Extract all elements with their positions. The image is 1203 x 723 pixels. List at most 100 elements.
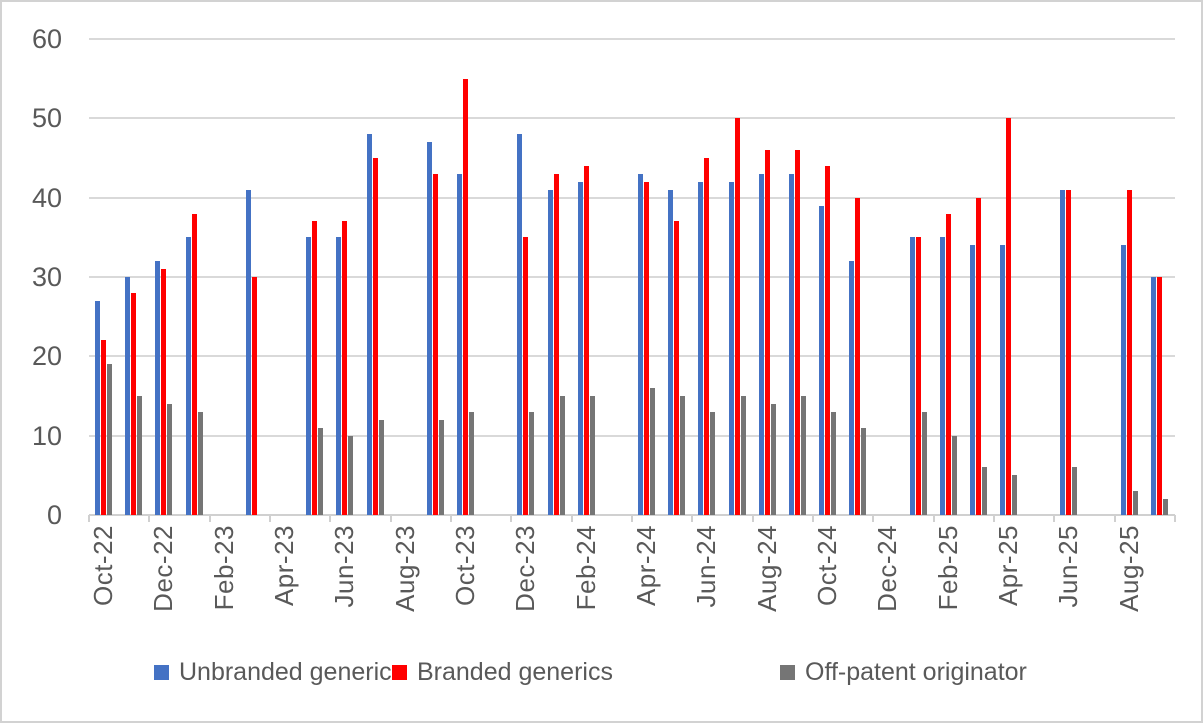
- legend-swatch-icon: [154, 664, 169, 680]
- bar-unbranded-generics-nov-22: [125, 277, 131, 515]
- x-axis-tick: [691, 515, 694, 522]
- legend-swatch-icon: [392, 664, 407, 680]
- legend-item-branded-generics: Branded generics: [392, 652, 613, 692]
- y-tick-label: 50: [31, 103, 62, 134]
- x-axis-tick: [1113, 515, 1116, 522]
- bar-off-patent-originator-mar-25: [981, 467, 987, 515]
- bar-unbranded-generics-jun-25: [1060, 189, 1066, 515]
- legend-label: Unbranded generics: [179, 657, 405, 686]
- x-tick-label: Jun-24: [691, 525, 722, 608]
- bar-branded-generics-jun-25: [1066, 189, 1072, 515]
- bar-off-patent-originator-nov-22: [137, 396, 143, 515]
- x-axis-tick: [1174, 515, 1176, 522]
- bar-off-patent-originator-oct-23: [469, 411, 475, 515]
- bar-unbranded-generics-oct-22: [95, 300, 101, 515]
- y-tick-label: 20: [31, 341, 62, 372]
- bar-branded-generics-jan-23: [191, 213, 197, 515]
- x-tick-label: Feb-25: [932, 525, 963, 611]
- bar-unbranded-generics-jul-24: [728, 181, 734, 515]
- bar-unbranded-generics-jan-23: [185, 237, 191, 515]
- bar-unbranded-generics-sep-23: [426, 142, 432, 515]
- x-axis-tick: [1053, 515, 1056, 522]
- bar-branded-generics-oct-24: [825, 165, 831, 515]
- x-tick-label: Oct-23: [450, 525, 481, 607]
- x-axis-tick: [450, 515, 452, 522]
- x-tick-label: Apr-23: [269, 525, 300, 607]
- x-axis-tick: [208, 515, 211, 522]
- bar-branded-generics-apr-25: [1006, 118, 1012, 515]
- bar-unbranded-generics-sep-24: [788, 173, 794, 515]
- x-axis-tick: [510, 515, 513, 522]
- bar-unbranded-generics-aug-25: [1120, 245, 1126, 515]
- x-axis-tick: [389, 515, 392, 522]
- bar-off-patent-originator-oct-22: [107, 364, 113, 515]
- bar-off-patent-originator-nov-24: [861, 427, 867, 515]
- x-axis-tick: [570, 515, 573, 522]
- bar-off-patent-originator-sep-24: [800, 396, 806, 515]
- bar-unbranded-generics-jul-23: [366, 134, 372, 515]
- x-axis-tick: [329, 515, 332, 522]
- bar-branded-generics-jul-24: [734, 118, 740, 515]
- bar-off-patent-originator-feb-25: [951, 435, 957, 515]
- legend: Unbranded generics Branded generics Off-pa…: [2, 652, 1201, 692]
- bar-off-patent-originator-apr-25: [1012, 475, 1018, 515]
- bar-unbranded-generics-may-23: [306, 237, 312, 515]
- legend-label: Off-patent originator: [805, 657, 1027, 686]
- x-tick-label: Jun-23: [329, 525, 360, 608]
- x-axis-tick: [872, 515, 875, 522]
- bar-branded-generics-sep-23: [432, 173, 438, 515]
- bar-off-patent-originator-jan-25: [921, 411, 927, 515]
- bar-off-patent-originator-jan-24: [559, 396, 565, 515]
- bar-off-patent-originator-jul-24: [740, 396, 746, 515]
- x-tick-label: Jun-25: [1053, 525, 1084, 608]
- bar-off-patent-originator-jun-25: [1072, 467, 1078, 515]
- y-tick-label: 10: [31, 420, 62, 451]
- bar-branded-generics-mar-25: [975, 197, 981, 515]
- bar-unbranded-generics-oct-24: [819, 205, 825, 515]
- bar-unbranded-generics-jan-25: [909, 237, 915, 515]
- bar-branded-generics-feb-24: [583, 165, 589, 515]
- bar-off-patent-originator-may-24: [680, 396, 686, 515]
- x-tick-label: Apr-25: [993, 525, 1024, 607]
- bar-branded-generics-may-23: [312, 221, 318, 515]
- x-axis-tick: [993, 515, 995, 522]
- bar-branded-generics-nov-22: [131, 292, 137, 515]
- gridline: [89, 276, 1175, 278]
- bar-branded-generics-jan-25: [915, 237, 921, 515]
- bar-unbranded-generics-jun-24: [698, 181, 704, 515]
- x-axis-tick: [932, 515, 935, 522]
- gridline: [89, 355, 1175, 358]
- gridline: [89, 38, 1175, 40]
- bar-off-patent-originator-jun-24: [710, 411, 716, 515]
- x-tick-label: Dec-23: [510, 525, 541, 612]
- y-tick-label: 30: [31, 262, 62, 292]
- bar-branded-generics-jun-24: [704, 158, 710, 515]
- bar-branded-generics-dec-23: [523, 237, 529, 515]
- gridline: [89, 434, 1175, 437]
- x-tick-label: Feb-24: [570, 525, 601, 611]
- legend-swatch-icon: [780, 664, 795, 680]
- bar-branded-generics-may-24: [674, 221, 680, 515]
- x-tick-label: Dec-22: [148, 525, 179, 612]
- bar-branded-generics-apr-24: [644, 181, 650, 515]
- bar-unbranded-generics-oct-23: [457, 173, 463, 515]
- bar-unbranded-generics-jun-23: [336, 237, 342, 515]
- x-axis-tick: [751, 515, 754, 522]
- y-tick-label: 0: [46, 500, 62, 530]
- bar-unbranded-generics-feb-25: [939, 237, 945, 515]
- bar-off-patent-originator-dec-22: [167, 403, 173, 515]
- bar-unbranded-generics-apr-24: [638, 173, 644, 515]
- bar-branded-generics-feb-25: [945, 213, 951, 515]
- bar-unbranded-generics-aug-24: [758, 173, 764, 515]
- x-tick-label: Apr-24: [631, 525, 662, 607]
- bar-unbranded-generics-mar-23: [245, 189, 251, 515]
- bar-off-patent-originator-may-23: [318, 427, 324, 515]
- y-tick-label: 40: [31, 182, 62, 213]
- x-tick-label: Dec-24: [872, 525, 903, 612]
- bar-branded-generics-dec-22: [161, 269, 167, 515]
- x-axis-tick: [148, 515, 151, 522]
- bar-unbranded-generics-dec-23: [517, 134, 523, 515]
- legend-item-off-patent-originator: Off-patent originator: [780, 652, 1027, 692]
- bar-branded-generics-aug-25: [1126, 189, 1132, 515]
